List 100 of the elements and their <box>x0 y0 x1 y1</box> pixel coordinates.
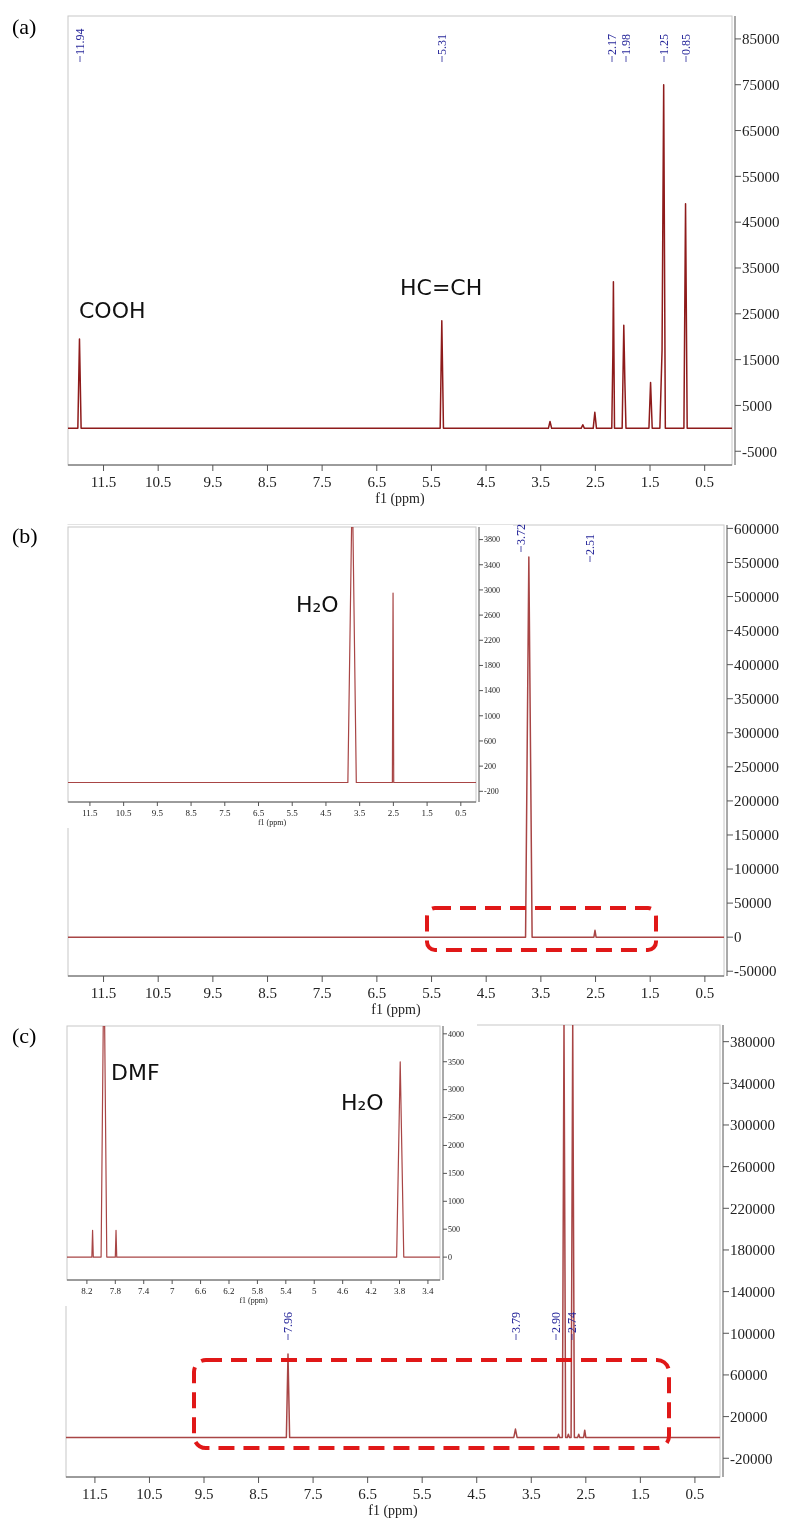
y-tick-label: 180000 <box>730 1242 775 1259</box>
y-tick-label: 0 <box>448 1252 452 1262</box>
x-tick-label: 11.5 <box>82 1486 108 1502</box>
x-tick-label: 8.5 <box>249 1486 268 1502</box>
x-tick-label: 2.5 <box>586 474 605 490</box>
y-tick-label: -200 <box>484 787 499 797</box>
y-tick-label: 45000 <box>742 214 780 231</box>
y-tick-label: 200000 <box>734 793 779 810</box>
y-tick-label: 300000 <box>730 1117 775 1134</box>
y-tick-label: 50000 <box>734 895 772 912</box>
x-tick-label: 3.5 <box>531 474 551 490</box>
x-tick-label: 4.5 <box>476 985 496 1001</box>
annotation: H₂O <box>296 592 339 617</box>
x-tick-label: 8.5 <box>185 808 198 818</box>
y-tick-label: 0 <box>734 929 742 946</box>
annotation: DMF <box>111 1060 160 1085</box>
y-tick-label: 140000 <box>730 1283 775 1300</box>
y-tick-label: 60000 <box>730 1367 768 1384</box>
y-tick-label: 3400 <box>484 560 500 570</box>
y-tick-label: 5000 <box>742 397 772 414</box>
x-tick-label: 4.2 <box>365 1286 377 1296</box>
y-tick-label: 500000 <box>734 588 779 605</box>
x-tick-label: 4.5 <box>476 474 496 490</box>
x-tick-label: 10.5 <box>145 985 172 1001</box>
x-tick-label: 5.5 <box>412 1486 432 1502</box>
annotation: 11.94 <box>73 28 88 55</box>
y-tick-label: 500 <box>448 1225 460 1234</box>
line-series <box>66 1025 720 1439</box>
y-tick-label: 2200 <box>484 636 500 646</box>
y-tick-label: 340000 <box>730 1075 775 1092</box>
x-tick-label: 5 <box>312 1286 317 1296</box>
x-tick-label: 9.5 <box>203 474 223 490</box>
x-axis-title: f1 (ppm) <box>375 491 426 507</box>
x-tick-label: 6.6 <box>194 1286 207 1296</box>
x-tick-label: 7.8 <box>109 1286 122 1296</box>
y-tick-label: 4000 <box>448 1029 464 1039</box>
x-tick-label: 2.5 <box>576 1486 596 1502</box>
annotation: 2.90 <box>549 1312 564 1333</box>
y-tick-label: 150000 <box>734 827 779 844</box>
y-tick-label: 15000 <box>742 351 780 368</box>
y-tick-label: 350000 <box>734 690 779 707</box>
x-tick-label: 6.5 <box>367 985 387 1001</box>
x-tick-label: 4.5 <box>467 1486 487 1502</box>
x-tick-label: 5.5 <box>422 474 441 490</box>
x-axis-title: f1 (ppm) <box>239 1296 268 1305</box>
x-tick-label: 5.5 <box>286 808 299 818</box>
y-tick-label: 1800 <box>484 661 500 671</box>
x-tick-label: 3.5 <box>531 985 551 1001</box>
y-tick-label: 550000 <box>734 554 779 571</box>
y-tick-label: 1000 <box>484 711 500 721</box>
x-tick-label: 6.5 <box>252 808 265 818</box>
y-tick-label: 3500 <box>448 1057 464 1067</box>
x-tick-label: 1.5 <box>640 985 660 1001</box>
x-tick-label: 6.5 <box>367 474 387 490</box>
y-tick-label: 20000 <box>730 1408 768 1425</box>
x-tick-label: 9.5 <box>151 808 164 818</box>
chart-title: (c) <box>12 1023 37 1048</box>
x-tick-label: 1.5 <box>421 808 434 818</box>
annotation: COOH <box>79 298 146 323</box>
y-tick-label: 3000 <box>484 585 500 595</box>
y-tick-label: 55000 <box>742 168 780 185</box>
annotation: 0.85 <box>679 34 694 55</box>
x-tick-label: 11.5 <box>90 474 117 490</box>
x-tick-label: 0.5 <box>685 1486 705 1502</box>
annotation: 2.17 <box>605 34 620 55</box>
y-tick-label: 2500 <box>448 1113 464 1123</box>
y-tick-label: 260000 <box>730 1158 775 1175</box>
y-tick-label: -50000 <box>734 963 777 980</box>
line-series <box>68 83 732 430</box>
x-tick-label: 8.5 <box>258 985 277 1001</box>
y-tick-label: -5000 <box>742 443 777 460</box>
x-tick-label: 10.5 <box>145 474 172 490</box>
annotation: 3.72 <box>514 524 529 545</box>
x-tick-label: 7.5 <box>303 1486 323 1502</box>
y-tick-label: 600000 <box>734 520 779 537</box>
x-tick-label: 10.5 <box>115 808 133 818</box>
annotation: HC=CH <box>400 275 483 300</box>
chart-title: (a) <box>12 14 37 39</box>
annotation: 2.74 <box>565 1312 580 1333</box>
annotation: 5.31 <box>435 34 450 55</box>
x-tick-label: 3.5 <box>521 1486 541 1502</box>
x-tick-label: 2.5 <box>387 808 400 818</box>
x-tick-label: 1.5 <box>640 474 660 490</box>
x-tick-label: 0.5 <box>695 474 715 490</box>
annotation: 3.79 <box>509 1312 524 1333</box>
x-tick-label: 5.8 <box>251 1286 264 1296</box>
x-tick-label: 7.5 <box>312 474 332 490</box>
annotation: 7.96 <box>281 1312 296 1333</box>
y-tick-label: 380000 <box>730 1033 775 1050</box>
x-tick-label: 1.5 <box>630 1486 650 1502</box>
y-tick-label: 65000 <box>742 122 780 139</box>
x-tick-label: 9.5 <box>194 1486 214 1502</box>
y-tick-label: -20000 <box>730 1450 773 1467</box>
x-tick-label: 9.5 <box>203 985 223 1001</box>
y-tick-label: 250000 <box>734 759 779 776</box>
x-axis-title: f1 (ppm) <box>368 1503 419 1519</box>
x-tick-label: 0.5 <box>455 808 467 818</box>
x-tick-label: 3.5 <box>354 808 366 818</box>
x-tick-label: 3.4 <box>422 1286 435 1296</box>
y-tick-label: 450000 <box>734 622 779 639</box>
